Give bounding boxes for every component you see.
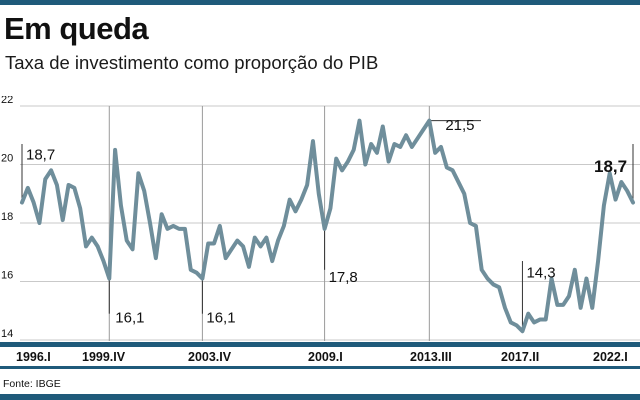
y-tick-label: 14 — [1, 328, 13, 340]
y-tick-label: 22 — [1, 96, 13, 106]
investment-line-chart: 22 20 18 16 14 18,7 16,1 16,1 17,8 21,5 14,3 18,7 19… — [0, 96, 640, 369]
annotation-label: 18,7 — [26, 146, 55, 163]
annotation-label: 21,5 — [445, 117, 474, 134]
bottom-accent-bar — [0, 394, 640, 400]
series-line — [20, 118, 635, 334]
y-tick-label: 16 — [1, 270, 13, 282]
annotation-label: 16,1 — [206, 309, 235, 326]
y-tick-label: 20 — [1, 153, 13, 165]
chart-title: Em queda — [4, 11, 149, 46]
annotation-label: 14,3 — [526, 265, 555, 282]
x-tick-label: 1996.I — [16, 350, 51, 364]
x-tick-label: 1999.IV — [82, 350, 126, 364]
x-tick-label: 2022.I — [593, 350, 628, 364]
annotation-label: 17,8 — [329, 269, 358, 286]
x-tick-label: 2017.II — [501, 350, 539, 364]
x-tick-label: 2013.III — [410, 350, 452, 364]
source-note: Fonte: IBGE — [3, 378, 61, 390]
chart-subtitle: Taxa de investimento como proporção do P… — [5, 52, 379, 73]
x-tick-label: 2003.IV — [188, 350, 232, 364]
x-tick-label: 2009.I — [308, 350, 343, 364]
annotation-label: 18,7 — [594, 157, 627, 176]
annotation-label: 16,1 — [115, 309, 144, 326]
y-tick-label: 18 — [1, 211, 13, 223]
top-accent-bar — [0, 0, 640, 5]
